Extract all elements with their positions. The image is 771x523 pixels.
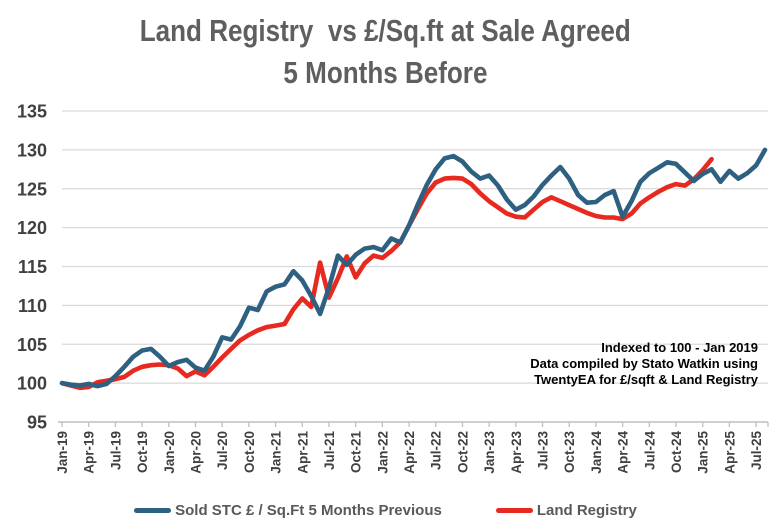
y-axis-label: 110 <box>18 296 47 316</box>
y-axis-label: 100 <box>17 374 47 394</box>
legend-label-land-registry: Land Registry <box>536 502 637 519</box>
legend-marker-land-registry <box>495 508 533 513</box>
x-axis-label: Oct-24 <box>669 431 684 474</box>
x-axis-label: Apr-20 <box>188 431 203 474</box>
y-axis-label: 105 <box>17 335 47 355</box>
x-axis-label: Jan-23 <box>482 431 497 474</box>
x-axis-label: Jul-21 <box>322 431 337 471</box>
x-axis-label: Jan-25 <box>696 431 711 474</box>
x-axis-label: Oct-19 <box>135 431 150 473</box>
y-axis-label: 125 <box>17 179 47 199</box>
annotation-line-1: Indexed to 100 - Jan 2019 <box>601 340 758 355</box>
x-axis-label: Jul-24 <box>642 431 657 471</box>
x-axis-label: Jul-23 <box>536 431 551 471</box>
chart-title: Land Registry vs £/Sq.ft at Sale Agreed … <box>0 0 771 94</box>
legend-item-land-registry: Land Registry <box>495 502 637 519</box>
x-axis-label: Jul-22 <box>429 431 444 470</box>
y-axis-labels: 95 100 105 110 115 120 125 130 135 <box>17 102 47 433</box>
x-axis-label: Jul-25 <box>749 431 764 471</box>
legend-label-sold-stc: Sold STC £ / Sq.Ft 5 Months Previous <box>175 502 442 519</box>
y-axis-label: 135 <box>17 102 47 122</box>
data-series <box>59 147 768 391</box>
x-axis-label: Apr-22 <box>402 431 417 474</box>
gridlines <box>62 110 768 384</box>
y-axis-label: 120 <box>17 218 47 238</box>
chart-legend: Sold STC £ / Sq.Ft 5 Months Previous Lan… <box>0 502 771 519</box>
annotation-line-3: TwentyEA for £/sqft & Land Registry <box>534 372 759 387</box>
x-axis-label: Oct-22 <box>455 431 470 473</box>
chart-title-line1: Land Registry vs £/Sq.ft at Sale Agreed <box>139 13 632 48</box>
x-axis-label: Jan-24 <box>589 431 604 474</box>
x-axis-label: Jan-19 <box>55 431 70 474</box>
x-axis <box>58 421 769 427</box>
y-axis-label: 130 <box>17 140 47 160</box>
x-axis-label: Oct-21 <box>349 431 364 474</box>
x-axis-label: Oct-20 <box>242 431 257 473</box>
x-axis-label: Jan-22 <box>375 431 390 474</box>
x-axis-label: Apr-19 <box>82 431 97 474</box>
x-axis-label: Apr-21 <box>295 431 310 474</box>
annotation-block: Indexed to 100 - Jan 2019 Data compiled … <box>530 340 759 387</box>
x-axis-label: Jul-20 <box>215 431 230 470</box>
legend-marker-sold-stc <box>134 508 172 513</box>
x-axis-label: Oct-23 <box>562 431 577 474</box>
x-axis-label: Jan-21 <box>269 431 284 474</box>
annotation-line-2: Data compiled by Stato Watkin using <box>530 356 758 371</box>
y-axis-label: 115 <box>18 257 47 277</box>
x-axis-labels: Jan-19 Apr-19 Jul-19 Oct-19 Jan-20 Apr-20 Jul-… <box>55 431 764 474</box>
x-axis-label: Apr-25 <box>722 431 737 474</box>
chart-title-line2: 5 Months Before <box>283 55 488 90</box>
series-line-sold-stc <box>59 147 768 389</box>
x-axis-label: Apr-24 <box>616 431 631 474</box>
x-axis-label: Apr-23 <box>509 431 524 474</box>
y-axis-label: 95 <box>27 413 47 433</box>
x-axis-label: Jul-19 <box>108 431 123 470</box>
legend-item-sold-stc: Sold STC £ / Sq.Ft 5 Months Previous <box>134 502 442 519</box>
x-axis-label: Jan-20 <box>162 431 177 474</box>
